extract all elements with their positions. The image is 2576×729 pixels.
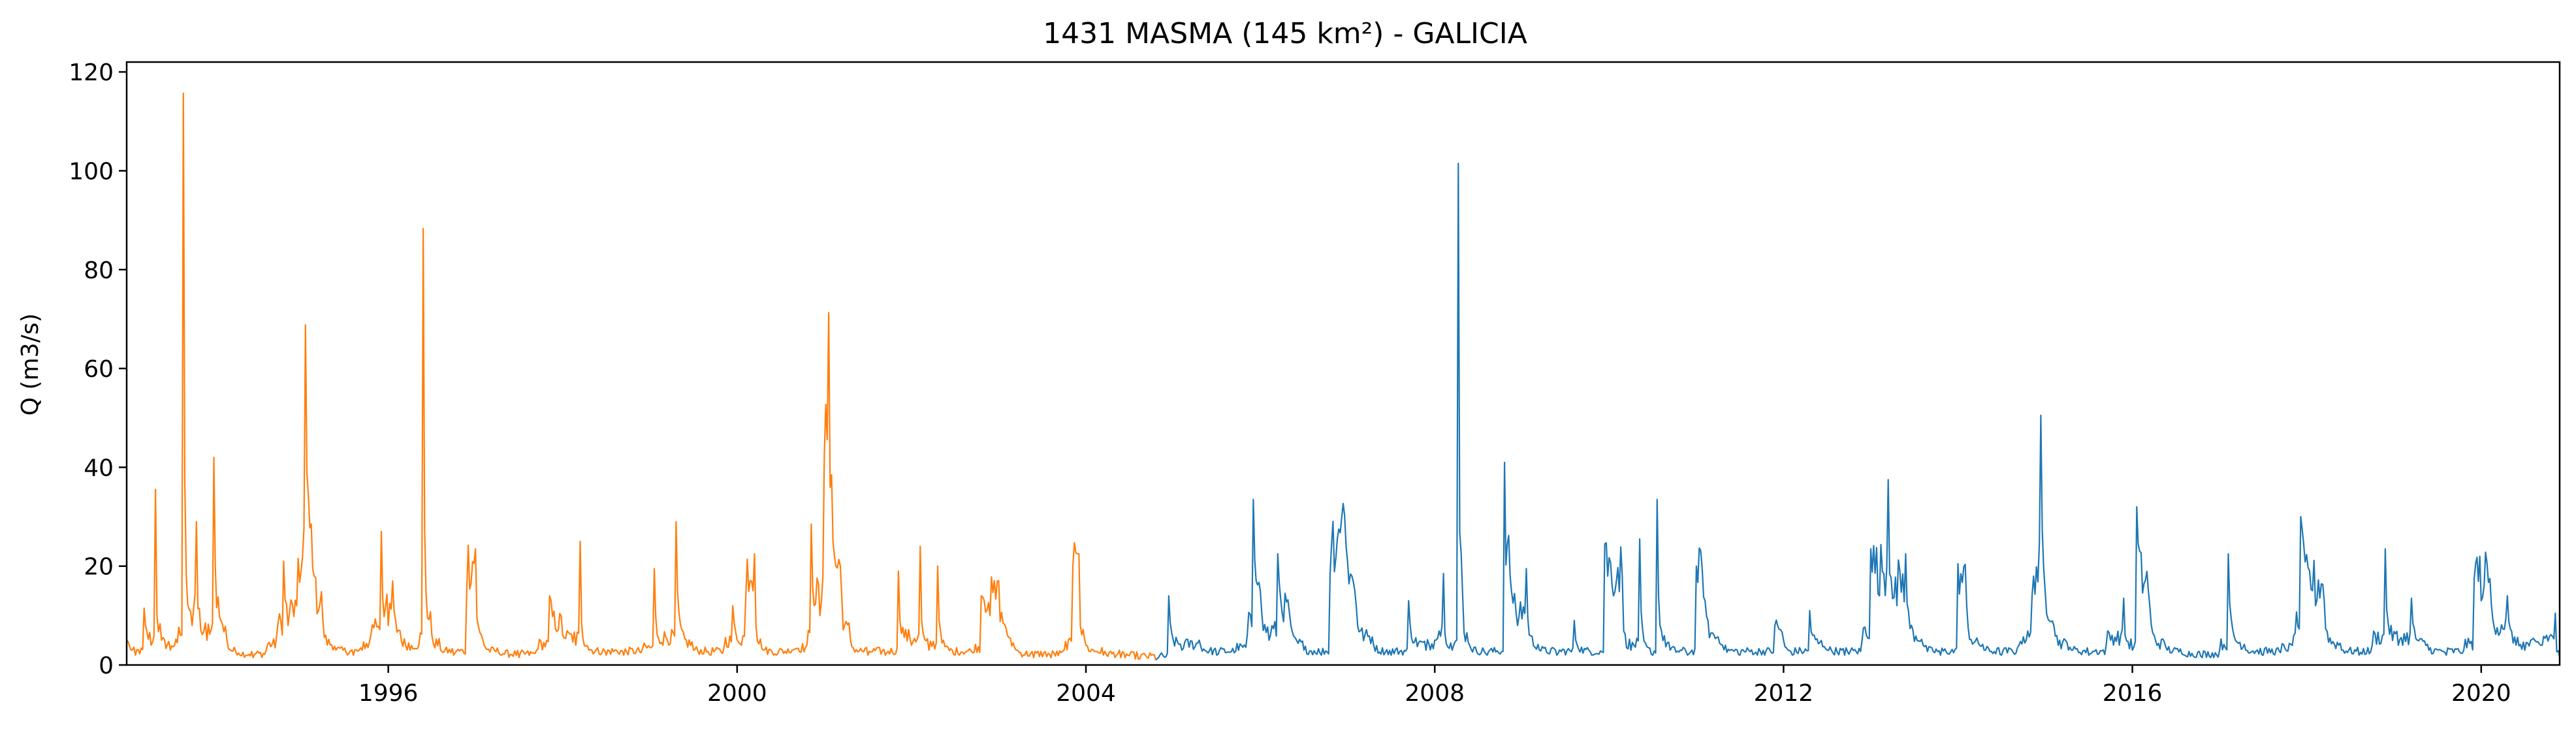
y-tick-label: 40 bbox=[84, 455, 114, 481]
y-tick-label: 60 bbox=[84, 356, 114, 383]
y-tick-label: 80 bbox=[84, 257, 114, 284]
x-tick-label: 1996 bbox=[358, 680, 419, 707]
y-tick-label: 120 bbox=[69, 59, 114, 86]
series-line-2 bbox=[1155, 163, 2561, 661]
x-tick-label: 2020 bbox=[2451, 680, 2511, 707]
x-tick-label: 2000 bbox=[707, 680, 767, 707]
x-tick-label: 2008 bbox=[1405, 680, 1465, 707]
y-tick-label: 0 bbox=[99, 653, 114, 679]
series-layer bbox=[126, 92, 2561, 661]
y-axis-label: Q (m3/s) bbox=[17, 314, 44, 416]
y-tick-label: 100 bbox=[69, 158, 114, 185]
x-tick-label: 2012 bbox=[1754, 680, 1814, 707]
x-tick-label: 2004 bbox=[1056, 680, 1116, 707]
plot-frame bbox=[125, 61, 2561, 666]
y-tick-label: 20 bbox=[84, 554, 114, 581]
ticks-layer: 0 20 40 60 80 100 120 1996 2000 2004 2008 2012 2016 2… bbox=[69, 59, 2511, 707]
series-line-1 bbox=[126, 92, 1156, 660]
x-tick-label: 2016 bbox=[2103, 680, 2163, 707]
chart-title: 1431 MASMA (145 km²) - GALICIA bbox=[1043, 17, 1527, 50]
axes-layer bbox=[125, 61, 2561, 666]
